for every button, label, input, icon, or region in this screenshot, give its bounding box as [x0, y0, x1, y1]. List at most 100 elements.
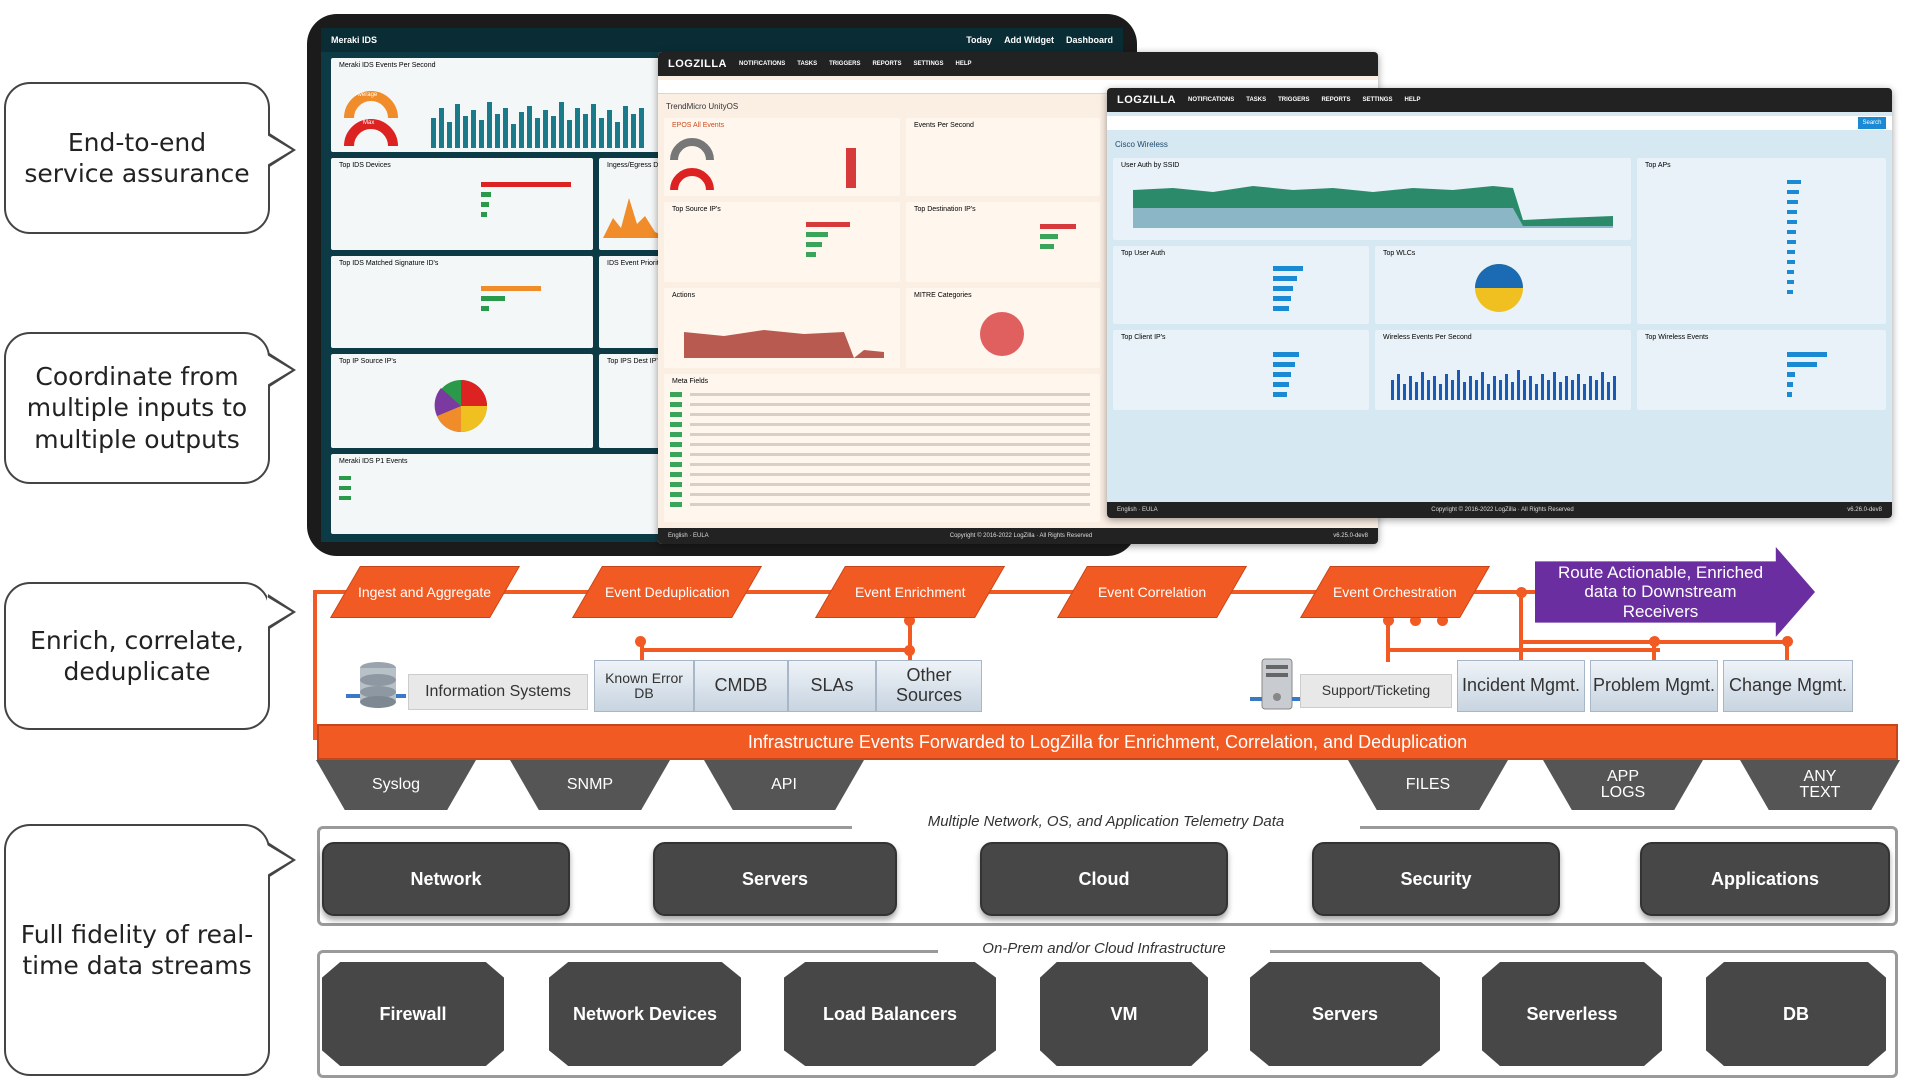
tm-panel-eps: Events Per Second	[906, 118, 1100, 196]
meraki-panel-source-ips: Top IP Source IP's	[331, 354, 593, 448]
panel-title: Top Destination IP's	[914, 206, 976, 213]
telemetry-cloud: Cloud	[980, 842, 1228, 916]
nav-settings[interactable]: SETTINGS	[913, 61, 944, 67]
nav-reports[interactable]: REPORTS	[872, 61, 902, 67]
meraki-panel-top-ids-devices: Top IDS Devices	[331, 158, 593, 250]
orchestration-line	[1390, 648, 1660, 652]
cisco-dashboard: LOGZILLA NOTIFICATIONS TASKS TRIGGERS RE…	[1107, 88, 1892, 518]
protocol-label: Syslog	[371, 776, 421, 793]
footer-left[interactable]: English · EULA	[1117, 507, 1158, 513]
step-label: Event Enrichment	[854, 583, 966, 600]
receiver-drop-problem	[1652, 640, 1656, 662]
nav-reports[interactable]: REPORTS	[1321, 97, 1351, 103]
nav-notifications[interactable]: NOTIFICATIONS	[1188, 97, 1235, 103]
bar-list	[1787, 180, 1801, 294]
bar-list	[1787, 352, 1827, 397]
meraki-menu-dashboard[interactable]: Dashboard	[1065, 35, 1113, 45]
enrichment-drop-other	[908, 618, 912, 662]
panel-title: Actions	[672, 292, 695, 299]
protocol-app-logs: APP LOGS	[1543, 760, 1703, 810]
nav-settings[interactable]: SETTINGS	[1362, 97, 1393, 103]
step-deduplication: Event Deduplication	[571, 566, 763, 618]
known-error-db-box: Known Error DB	[594, 660, 694, 712]
receiver-label: Support/Ticketing	[1321, 682, 1431, 699]
connector-dot	[904, 645, 915, 656]
block-label: Network	[410, 868, 482, 889]
gauge-max-label: Max	[363, 120, 375, 126]
callout-tail	[267, 594, 296, 630]
source-label: Information Systems	[425, 683, 571, 701]
tm-panel-mitre: MITRE Categories	[906, 288, 1100, 368]
receiver-drop-change	[1785, 640, 1789, 662]
enrichment-line	[640, 648, 912, 652]
incident-mgmt-box: Incident Mgmt.	[1457, 660, 1585, 712]
source-label: Known Error DB	[605, 669, 683, 701]
pie-chart	[1475, 264, 1523, 312]
meraki-menu-today[interactable]: Today	[966, 35, 993, 45]
connector-dot	[1383, 615, 1394, 626]
connector-dot	[635, 636, 646, 647]
cisco-panel-top-client-ips: Top Client IP's	[1113, 330, 1369, 410]
receiver-label: Incident Mgmt.	[1461, 675, 1581, 696]
nav-tasks[interactable]: TASKS	[1246, 97, 1267, 103]
dashboard-subtitle: TrendMicro UnityOS	[666, 102, 739, 111]
infra-firewall: Firewall	[322, 962, 504, 1066]
meraki-panel-signatures: Top IDS Matched Signature ID's	[331, 256, 593, 348]
nav-notifications[interactable]: NOTIFICATIONS	[739, 61, 786, 67]
bar-list	[1273, 266, 1303, 311]
block-label: DB	[1783, 1003, 1809, 1024]
panel-title: Wireless Events Per Second	[1383, 334, 1472, 341]
panel-title: Top IP Source IP's	[339, 358, 397, 365]
callout-service-assurance: End-to-end service assurance	[4, 82, 296, 234]
infrastructure-label: On-Prem and/or Cloud Infrastructure	[938, 932, 1270, 966]
pie-chart	[434, 380, 487, 432]
callout-tail	[267, 132, 296, 168]
protocol-label: APP LOGS	[1600, 768, 1646, 801]
connector-dot	[1782, 636, 1793, 647]
nav-help[interactable]: HELP	[955, 61, 972, 67]
meraki-title: Meraki IDS	[331, 35, 378, 45]
step-correlation: Event Correlation	[1056, 566, 1248, 618]
receiver-label: Change Mgmt.	[1728, 675, 1848, 696]
gauge-chart	[670, 138, 856, 191]
step-label: Event Orchestration	[1333, 583, 1457, 600]
protocol-files: FILES	[1348, 760, 1508, 810]
step-label: Event Correlation	[1097, 583, 1207, 600]
slas-box: SLAs	[788, 660, 876, 712]
panel-title: Ingess/Egress Distrib	[607, 162, 671, 169]
gauge-chart	[344, 91, 644, 148]
panel-title: Top Client IP's	[1121, 334, 1166, 341]
panel-title: IDS Event Priorities	[607, 260, 668, 267]
bar-chart	[1391, 370, 1616, 400]
telemetry-label: Multiple Network, OS, and Application Te…	[852, 800, 1360, 844]
panel-title: Top APs	[1645, 162, 1671, 169]
callout-text: Enrich, correlate, deduplicate	[30, 625, 244, 686]
connector-dot	[1437, 615, 1448, 626]
panel-title: Top IPS Dest IP's	[607, 358, 662, 365]
step-orchestration: Event Orchestration	[1299, 566, 1491, 618]
other-sources-box: Other Sources	[876, 660, 982, 712]
footer-copyright: Copyright © 2016-2022 LogZilla · All Rig…	[949, 533, 1093, 539]
footer-version: v6.26.0-dev8	[1847, 507, 1882, 513]
panel-title: Top User Auth	[1121, 250, 1165, 257]
search-bar[interactable]	[1107, 116, 1892, 130]
nav-help[interactable]: HELP	[1404, 97, 1421, 103]
nav-triggers[interactable]: TRIGGERS	[1278, 97, 1310, 103]
meraki-menu-add-widget[interactable]: Add Widget	[1004, 35, 1054, 45]
protocol-any-text: ANY TEXT	[1740, 760, 1900, 810]
nav-triggers[interactable]: TRIGGERS	[829, 61, 861, 67]
nav-tasks[interactable]: TASKS	[797, 61, 818, 67]
dashboard-subtitle: Cisco Wireless	[1115, 140, 1168, 149]
telemetry-applications: Applications	[1640, 842, 1890, 916]
pie-chart	[980, 312, 1024, 356]
footer-copyright: Copyright © 2016-2022 LogZilla · All Rig…	[1431, 507, 1574, 513]
infra-vm: VM	[1040, 962, 1208, 1066]
infrastructure-events-banner: Infrastructure Events Forwarded to LogZi…	[317, 724, 1898, 760]
footer-left[interactable]: English · EULA	[668, 533, 709, 539]
callout-text: Full fidelity of real-time data streams	[20, 919, 254, 980]
panel-title: Meraki IDS Events Per Second	[339, 62, 436, 69]
protocol-syslog: Syslog	[316, 760, 476, 810]
block-label: Servers	[1311, 1003, 1379, 1024]
search-button[interactable]: Search	[1858, 117, 1886, 129]
protocol-label: SNMP	[566, 776, 614, 793]
